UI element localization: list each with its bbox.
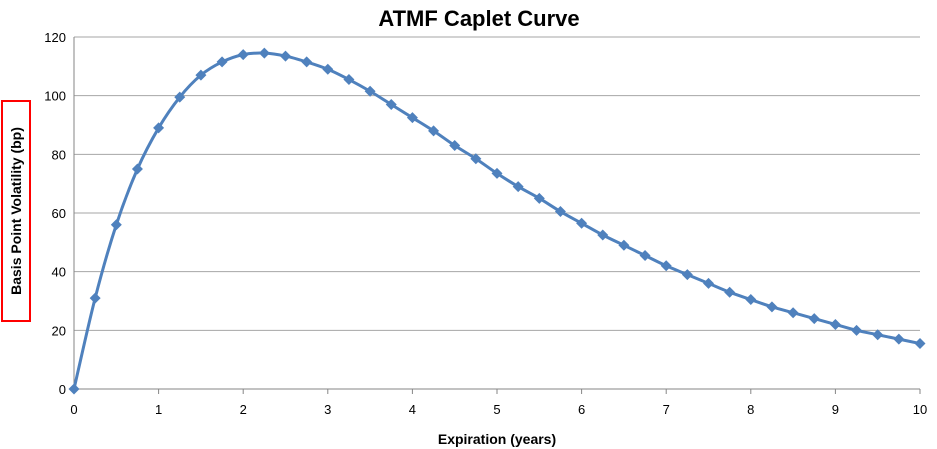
x-tick-label: 5 <box>493 402 500 417</box>
data-point <box>343 74 355 86</box>
data-point <box>449 140 461 152</box>
data-point <box>554 206 566 218</box>
x-tick-label: 2 <box>240 402 247 417</box>
data-point <box>576 217 588 229</box>
chart-title: ATMF Caplet Curve <box>378 6 579 31</box>
data-point <box>322 63 334 75</box>
data-point <box>639 250 651 262</box>
data-point <box>724 286 736 298</box>
y-tick-label: 0 <box>59 382 66 397</box>
data-point <box>428 125 440 137</box>
data-point <box>131 163 143 175</box>
x-tick-label: 10 <box>913 402 927 417</box>
x-tick-label: 8 <box>747 402 754 417</box>
data-point <box>470 153 482 165</box>
y-tick-label: 120 <box>44 30 66 45</box>
data-point <box>533 192 545 204</box>
grid <box>74 36 920 331</box>
x-tick-label: 9 <box>832 402 839 417</box>
data-point <box>851 324 863 336</box>
series <box>68 47 926 395</box>
y-axis-label: Basis Point Volatility (bp) <box>8 127 24 295</box>
x-tick-label: 3 <box>324 402 331 417</box>
data-point <box>301 56 313 68</box>
data-point <box>280 50 291 62</box>
x-tick-label: 0 <box>70 402 77 417</box>
data-point <box>406 112 418 124</box>
data-point <box>766 301 778 313</box>
data-point <box>893 333 905 345</box>
data-point <box>237 49 249 61</box>
data-point <box>195 69 207 81</box>
axes <box>73 37 921 394</box>
data-point <box>703 277 714 289</box>
data-point <box>808 313 820 325</box>
x-tick-label: 6 <box>578 402 585 417</box>
data-point <box>681 269 693 281</box>
y-tick-label: 100 <box>44 89 66 104</box>
data-point <box>914 338 926 350</box>
y-tick-label: 60 <box>52 206 66 221</box>
data-point <box>829 318 841 330</box>
data-point <box>597 229 609 241</box>
data-point <box>68 383 80 395</box>
series-line <box>72 51 921 390</box>
y-tick-label: 20 <box>52 323 66 338</box>
y-tick-labels: 0 20 40 60 80 100 120 <box>44 30 66 397</box>
data-point <box>618 239 630 251</box>
data-point <box>89 292 101 304</box>
data-point <box>787 307 799 319</box>
data-point <box>153 122 165 134</box>
x-tick-label: 1 <box>155 402 162 417</box>
data-point <box>216 56 228 68</box>
x-tick-label: 7 <box>663 402 670 417</box>
data-point <box>512 181 524 193</box>
x-tick-label: 4 <box>409 402 416 417</box>
data-point <box>110 219 122 231</box>
data-point <box>364 85 376 97</box>
data-point <box>745 294 757 306</box>
y-tick-label: 80 <box>52 147 66 162</box>
y-axis-label-box <box>1 100 31 322</box>
data-point <box>258 47 270 59</box>
x-tick-labels: 0 1 2 3 4 5 6 7 8 9 10 <box>70 402 927 417</box>
x-axis-label: Expiration (years) <box>438 431 556 447</box>
data-point <box>174 91 186 103</box>
data-point <box>385 98 397 110</box>
data-point <box>491 167 503 179</box>
data-point <box>872 329 884 341</box>
y-tick-label: 40 <box>52 265 66 280</box>
data-point <box>660 260 672 272</box>
